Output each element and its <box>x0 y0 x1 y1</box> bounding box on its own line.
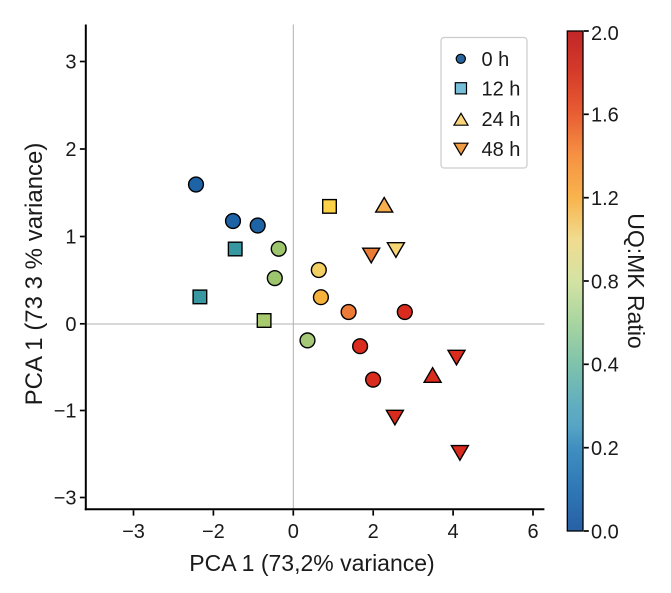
svg-text:24 h: 24 h <box>482 109 521 131</box>
svg-text:6: 6 <box>527 521 538 543</box>
svg-text:0: 0 <box>288 521 299 543</box>
svg-text:−2: −2 <box>202 521 225 543</box>
svg-text:−3: −3 <box>54 488 77 510</box>
svg-text:0.0: 0.0 <box>591 521 619 543</box>
svg-text:PCA 1 (73 3 % variance): PCA 1 (73 3 % variance) <box>21 143 48 406</box>
svg-text:2: 2 <box>65 139 76 161</box>
svg-text:48 h: 48 h <box>482 139 521 161</box>
svg-text:−1: −1 <box>54 401 77 423</box>
svg-text:1: 1 <box>65 227 76 249</box>
svg-text:−3: −3 <box>122 521 145 543</box>
svg-text:0.8: 0.8 <box>591 271 619 293</box>
svg-text:1.2: 1.2 <box>591 188 619 210</box>
svg-text:UQ:MK Ratio: UQ:MK Ratio <box>623 213 649 348</box>
svg-text:4: 4 <box>448 521 459 543</box>
svg-text:2.0: 2.0 <box>591 23 619 45</box>
svg-text:12 h: 12 h <box>482 78 521 100</box>
svg-text:0 h: 0 h <box>482 49 510 71</box>
svg-text:2: 2 <box>368 521 379 543</box>
svg-text:3: 3 <box>65 52 76 74</box>
svg-text:0.4: 0.4 <box>591 355 619 377</box>
svg-text:0: 0 <box>65 314 76 336</box>
svg-text:1.6: 1.6 <box>591 105 619 127</box>
svg-text:0.2: 0.2 <box>591 438 619 460</box>
svg-text:PCA 1 (73,2% variance): PCA 1 (73,2% variance) <box>189 550 434 576</box>
